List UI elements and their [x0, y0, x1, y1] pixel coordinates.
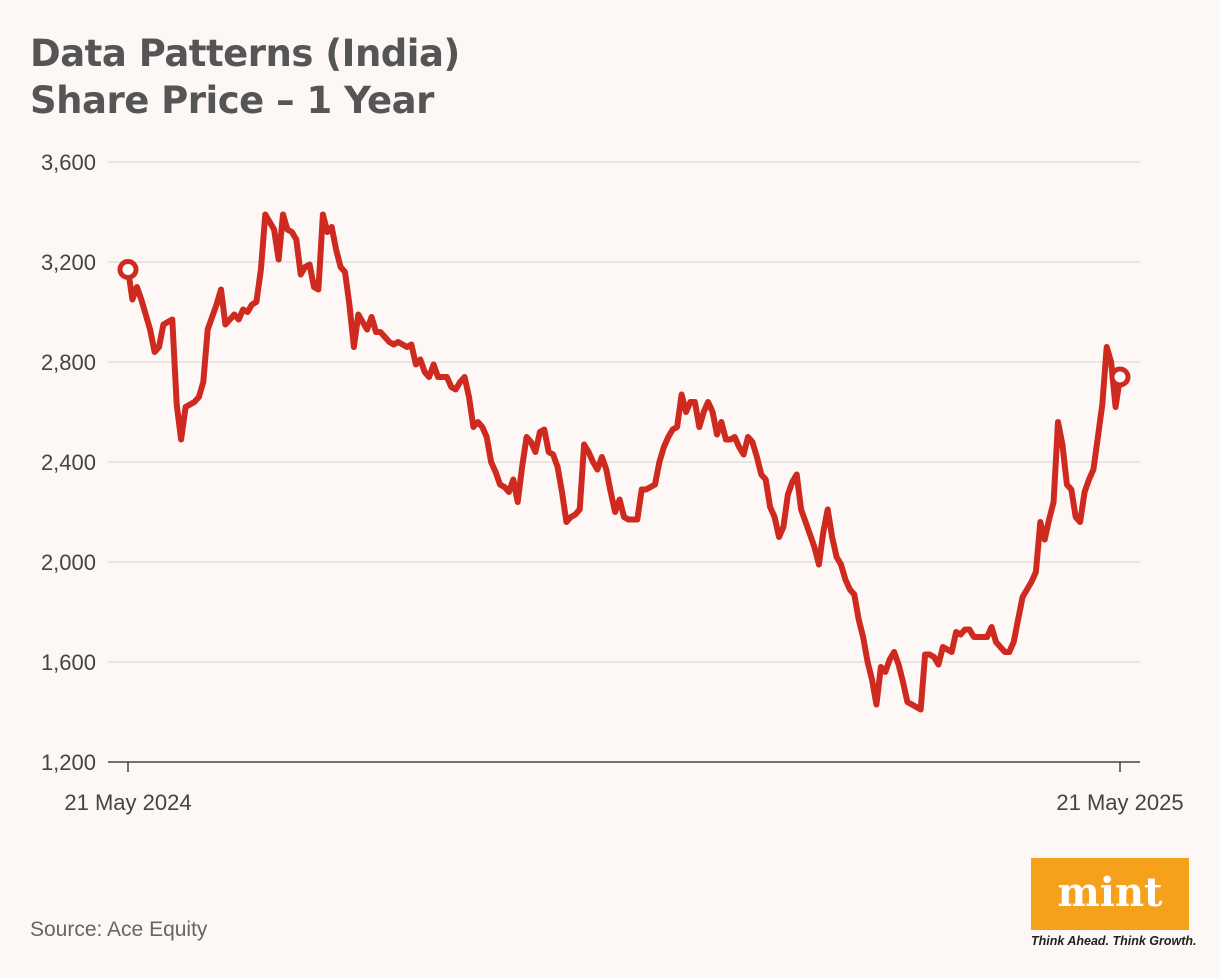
chart-title-line-1: Data Patterns (India) [30, 32, 460, 75]
y-tick-label-3600: 3,600 [41, 150, 96, 175]
y-tick-label-3200: 3,200 [41, 250, 96, 275]
mint-tagline: Think Ahead. Think Growth. [1031, 934, 1197, 948]
source-note: Source: Ace Equity [30, 918, 208, 941]
y-tick-label-2400: 2,400 [41, 450, 96, 475]
y-tick-label-2800: 2,800 [41, 350, 96, 375]
y-tick-label-2000: 2,000 [41, 550, 96, 575]
share-price-line [125, 211, 1123, 713]
chart-title: Data Patterns (India) Share Price – 1 Ye… [30, 30, 460, 124]
x-tick-label-start: 21 May 2024 [64, 790, 191, 815]
series-share-price [117, 211, 1131, 713]
mint-logo-word: mint [1057, 868, 1163, 916]
line-chart: 1,200 1,600 2,000 2,400 2,800 3,200 3,600 21 M… [41, 150, 1184, 815]
x-tick-label-end: 21 May 2025 [1056, 790, 1183, 815]
mint-logo: mint [1031, 858, 1189, 930]
end-point-marker [1109, 366, 1131, 388]
y-axis-tick-labels: 1,200 1,600 2,000 2,400 2,800 3,200 3,600 [41, 150, 96, 775]
chart-title-line-2: Share Price – 1 Year [30, 79, 434, 122]
y-tick-label-1200: 1,200 [41, 750, 96, 775]
start-point-marker [117, 259, 139, 280]
y-tick-label-1600: 1,600 [41, 650, 96, 675]
x-axis: 21 May 2024 21 May 2025 [64, 761, 1184, 815]
